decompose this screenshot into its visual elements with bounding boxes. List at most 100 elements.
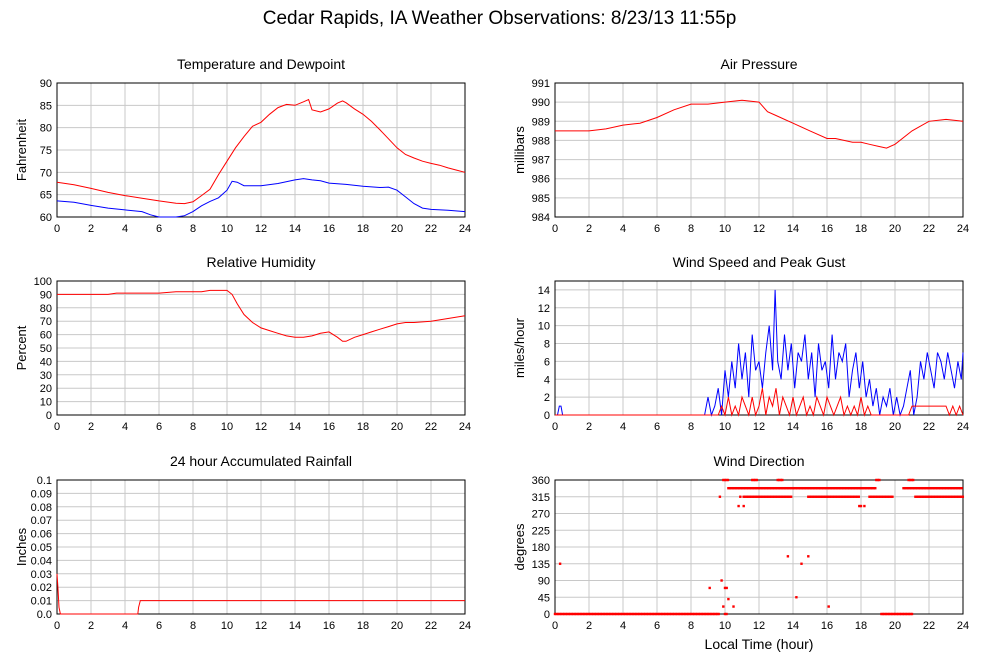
direction-point: [928, 486, 931, 490]
direction-point: [931, 486, 934, 490]
y-tick-label: 0.03: [31, 569, 52, 581]
direction-point: [841, 486, 845, 490]
direction-point: [734, 486, 738, 490]
direction-point: [715, 612, 719, 616]
direction-point: [960, 486, 963, 490]
direction-point: [926, 495, 929, 498]
direction-point: [955, 486, 959, 490]
direction-point: [904, 612, 908, 616]
x-tick-label: 4: [620, 223, 626, 235]
x-tick-label: 4: [620, 620, 626, 632]
x-tick-label: 0: [54, 223, 60, 235]
y-tick-label: 50: [40, 343, 52, 355]
direction-point: [893, 612, 897, 616]
direction-point: [634, 612, 638, 616]
direction-point: [786, 495, 790, 498]
series-line-0: [56, 98, 466, 205]
y-tick-label: 60: [40, 212, 52, 224]
direction-point: [926, 486, 930, 490]
direction-point: [902, 486, 905, 490]
direction-point: [851, 495, 854, 498]
direction-point: [911, 486, 914, 490]
direction-point: [789, 486, 793, 490]
direction-point: [636, 612, 639, 616]
x-tick-label: 14: [787, 223, 799, 235]
direction-point: [814, 486, 817, 490]
direction-point: [730, 486, 733, 490]
direction-point: [833, 495, 836, 498]
direction-point: [885, 495, 888, 498]
direction-point: [922, 486, 925, 490]
direction-point: [791, 486, 794, 490]
x-tick-label: 14: [289, 421, 301, 433]
direction-point: [837, 495, 841, 498]
direction-point: [727, 486, 730, 490]
direction-point: [960, 495, 963, 498]
x-tick-label: 6: [156, 620, 162, 632]
y-tick-label: 20: [40, 383, 52, 395]
plot-frame: [56, 280, 466, 416]
direction-point: [871, 495, 874, 498]
direction-point: [875, 478, 878, 482]
x-tick-label: 4: [620, 421, 626, 433]
direction-point: [582, 612, 586, 616]
y-tick-label: 70: [40, 167, 52, 179]
direction-point: [677, 612, 681, 616]
direction-point: [768, 495, 771, 498]
direction-point: [919, 486, 922, 490]
direction-point: [622, 612, 626, 616]
direction-point: [562, 612, 566, 616]
x-tick-label: 6: [156, 223, 162, 235]
plot-title: Air Pressure: [720, 56, 797, 72]
direction-point: [610, 612, 613, 616]
direction-point: [588, 612, 592, 616]
y-tick-label: 65: [40, 190, 52, 202]
direction-point: [951, 486, 954, 490]
direction-point: [913, 486, 916, 490]
y-tick-label: 45: [538, 592, 550, 604]
direction-point: [696, 612, 699, 616]
direction-point: [777, 486, 781, 490]
x-tick-label: 22: [425, 620, 437, 632]
direction-point: [869, 495, 873, 498]
direction-point: [779, 478, 782, 482]
direction-point: [932, 486, 936, 490]
direction-point: [909, 486, 913, 490]
direction-point: [762, 495, 765, 498]
y-tick-label: 270: [532, 509, 550, 521]
x-tick-label: 8: [688, 620, 694, 632]
direction-point: [736, 486, 739, 490]
direction-point: [883, 612, 886, 616]
direction-point: [946, 495, 949, 498]
direction-point: [645, 612, 648, 616]
direction-point: [656, 612, 659, 616]
x-tick-label: 16: [323, 223, 335, 235]
direction-point: [861, 486, 865, 490]
direction-point: [683, 612, 687, 616]
direction-point: [961, 495, 965, 498]
x-tick-label: 8: [190, 620, 196, 632]
direction-point: [682, 612, 685, 616]
direction-point: [727, 597, 730, 601]
direction-point: [888, 495, 891, 498]
direction-point: [890, 612, 894, 616]
y-tick-label: 4: [544, 374, 550, 386]
direction-point: [830, 495, 833, 498]
x-tick-label: 18: [855, 620, 867, 632]
direction-point: [766, 495, 770, 498]
direction-point: [742, 504, 745, 508]
direction-point: [796, 486, 799, 490]
direction-point: [914, 486, 917, 490]
y-tick-label: 990: [532, 97, 550, 109]
direction-point: [940, 495, 943, 498]
direction-point: [711, 612, 714, 616]
direction-point: [783, 486, 787, 490]
direction-point: [929, 495, 932, 498]
direction-point: [828, 495, 831, 498]
direction-point: [906, 612, 909, 616]
direction-point: [679, 612, 682, 616]
direction-point: [780, 495, 784, 498]
direction-point: [958, 486, 962, 490]
